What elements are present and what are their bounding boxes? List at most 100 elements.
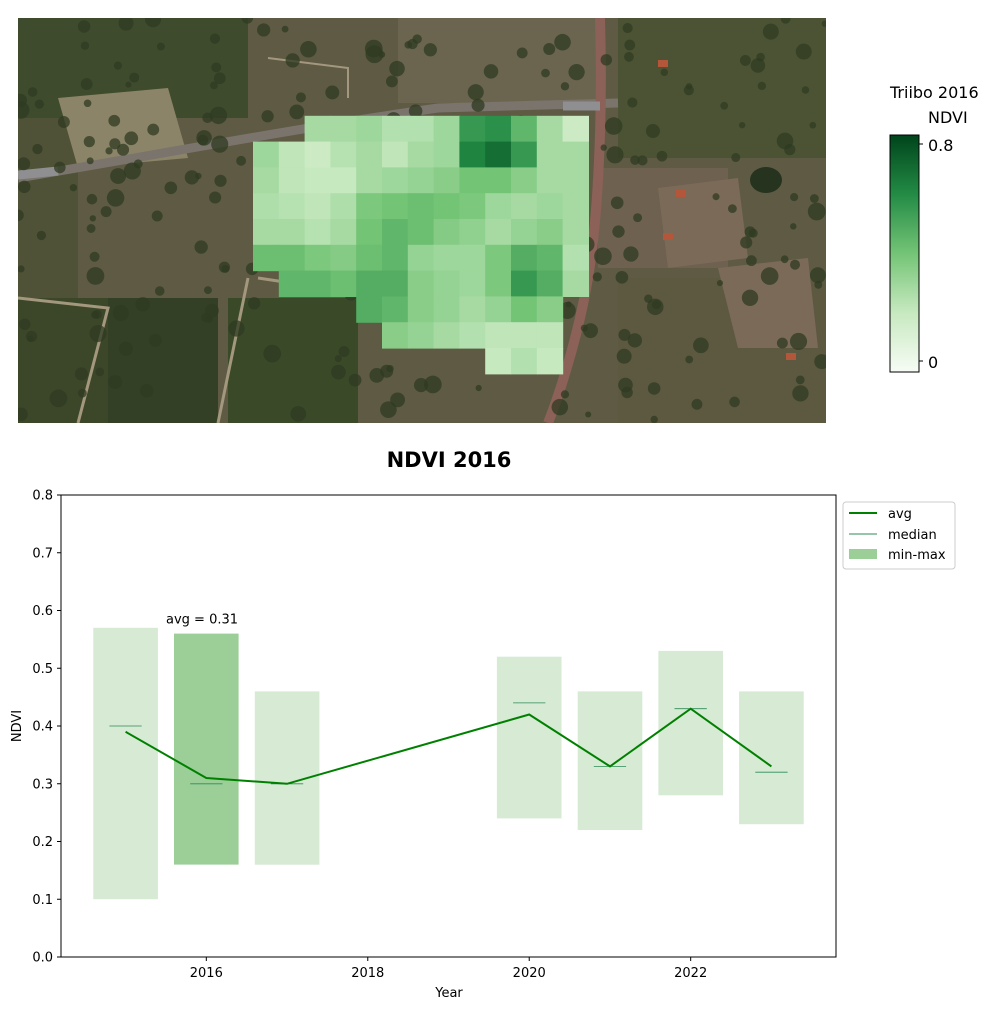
tree-canopy [807,202,826,221]
ndvi-cell [536,219,564,246]
ndvi-cell [407,219,435,246]
tree-canopy [551,398,569,416]
ndvi-cell [433,193,460,220]
ndvi-cell [356,270,383,297]
tree-canopy [109,138,121,150]
colorbar-label: NDVI [928,108,968,127]
ndvi-cell [278,193,306,220]
x-tick-label: 2018 [351,966,384,981]
tree-canopy [618,328,631,341]
ndvi-cell [536,296,564,323]
tree-canopy [77,388,87,398]
ndvi-cell [304,167,331,194]
x-tick-label: 2022 [674,966,707,981]
ndvi-cell [459,115,486,143]
ndvi-cell [485,115,512,143]
ndvi-cell [382,193,409,220]
ndvi-cell [304,141,331,168]
tree-canopy [615,270,629,284]
tree-canopy [106,189,125,207]
tree-canopy [622,22,633,34]
tree-canopy [809,194,819,203]
tree-canopy [746,255,757,267]
ndvi-cell [511,244,538,272]
tree-canopy [809,267,826,284]
ndvi-cell [536,270,564,297]
ndvi-cell [253,219,280,246]
ndvi-cell [511,348,538,375]
tree-canopy [117,143,130,156]
tree-canopy [18,209,24,222]
tree-canopy [727,204,737,214]
tree-canopy [380,401,397,418]
tree-canopy [300,40,317,58]
tree-canopy [568,63,585,81]
tree-canopy [32,143,43,155]
ndvi-cell [253,193,280,220]
tree-canopy [133,159,143,169]
tree-canopy [364,39,383,58]
tree-canopy [592,272,602,282]
chart-canvas: NDVI 2016 0.0 0.1 0.2 0.3 0.4 0.5 0.6 0.7 0.8 20… [10,448,956,1001]
tree-canopy [623,246,639,262]
tree-canopy [554,33,571,51]
ndvi-cell [407,141,435,168]
tree-canopy [18,180,31,194]
tree-canopy [790,193,799,202]
colorbar-min-label: 0 [928,353,938,372]
building-roof [786,353,796,360]
y-tick-label: 0.3 [32,777,53,792]
tree-canopy [795,375,805,385]
ndvi-cell [511,219,538,246]
ndvi-cell [485,219,512,246]
tree-canopy [624,39,636,51]
tree-canopy [108,114,121,127]
ndvi-cell [407,270,435,297]
y-tick-label: 0.5 [32,662,53,677]
tree-canopy [241,18,254,24]
ndvi-cell [253,244,280,272]
chart-title: NDVI 2016 [387,448,512,472]
tree-canopy [18,265,25,273]
ndvi-cell [278,270,306,297]
map-terrain [18,18,826,423]
colorbar-max-label: 0.8 [928,136,953,155]
tree-canopy [656,150,668,162]
tree-canopy [404,41,412,49]
ndvi-cell [407,296,435,323]
tree-canopy [86,193,98,205]
ndvi-cell [330,167,357,194]
tree-canopy [124,131,139,146]
tree-canopy [118,341,133,356]
map-canvas [18,18,826,423]
ndvi-cell [485,167,512,194]
tree-canopy [660,68,669,77]
tree-canopy [151,210,163,222]
legend-minmax-swatch [849,549,877,559]
min-max-bar-2023 [739,691,804,825]
tree-canopy [683,85,694,96]
tree-canopy [516,47,528,59]
ndvi-cell [433,244,460,272]
tree-canopy [739,121,746,129]
tree-canopy [685,355,694,364]
tree-canopy [195,172,202,180]
tree-canopy [164,181,178,195]
y-tick-label: 0.7 [32,546,53,561]
ndvi-cell [459,322,486,349]
tree-canopy [483,64,499,79]
tree-canopy [125,81,132,88]
tree-canopy [801,86,810,94]
ndvi-chart: NDVI 2016 0.0 0.1 0.2 0.3 0.4 0.5 0.6 0.7 0.8 20… [0,440,1000,1010]
y-tick-label: 0.2 [32,835,53,850]
tree-canopy [814,280,823,289]
min-max-bars [93,627,804,900]
tree-canopy [203,286,212,295]
tree-canopy [750,58,766,73]
ndvi-cell [278,167,306,194]
ndvi-cell [536,167,564,194]
y-tick-label: 0.0 [32,951,53,966]
tree-canopy [49,389,68,408]
tree-canopy [814,354,826,370]
ndvi-cell [459,270,486,297]
